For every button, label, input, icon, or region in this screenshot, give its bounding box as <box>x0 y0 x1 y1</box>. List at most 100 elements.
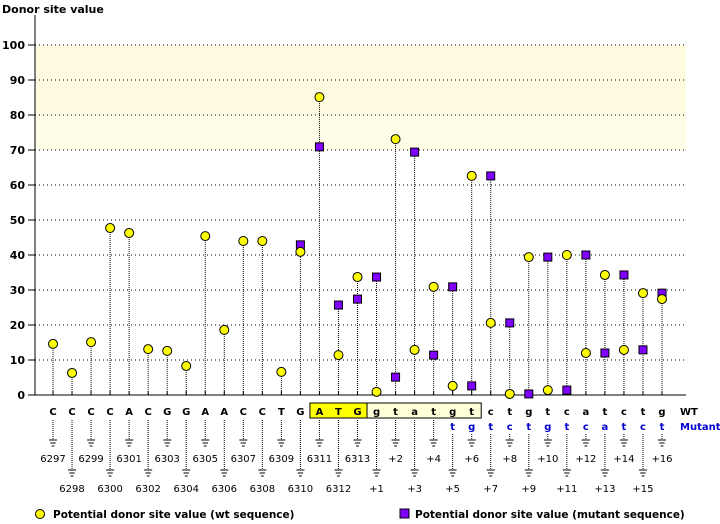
mutant-point <box>372 272 382 282</box>
wt-base: c <box>488 407 494 418</box>
position-label: 6308 <box>250 484 275 495</box>
wt-point <box>618 344 629 355</box>
mutant-base: t <box>450 422 455 433</box>
mutant-base: g <box>544 422 551 433</box>
wt-base: A <box>220 407 228 418</box>
position-label: 6305 <box>193 454 218 465</box>
position-label: +13 <box>594 484 615 495</box>
wt-point <box>657 294 667 305</box>
wt-point <box>466 170 477 181</box>
intron-box <box>366 402 482 419</box>
mutant-point <box>505 318 515 328</box>
position-label: +3 <box>407 484 422 495</box>
mutant-point <box>448 282 458 292</box>
mutant-point <box>486 171 496 181</box>
mutant-point <box>562 385 572 395</box>
mutant-point <box>410 147 420 157</box>
wt-base: G <box>353 407 361 418</box>
position-label: +15 <box>632 484 653 495</box>
wt-base: A <box>125 407 133 418</box>
position-label: 6310 <box>288 484 313 495</box>
wt-base: c <box>564 407 570 418</box>
mutant-base: c <box>640 422 646 433</box>
mutant-base: t <box>488 422 493 433</box>
position-label: 6297 <box>40 454 65 465</box>
y-tick-label: 70 <box>10 144 26 157</box>
wt-base: t <box>393 407 398 418</box>
wt-point <box>219 324 230 335</box>
y-axis: 0 10 20 30 40 50 60 70 80 90 100 <box>2 15 686 402</box>
mutant-point <box>333 300 343 310</box>
sequence-track: C 6297 C 6298 C 6299 C 6300 A 6301 C 6302 G 6303 G 6304… <box>40 402 720 495</box>
wt-point <box>48 338 58 349</box>
wt-base: C <box>68 407 75 418</box>
wt-point <box>143 344 154 355</box>
position-label: 6299 <box>78 454 103 465</box>
position-label: +14 <box>613 454 634 465</box>
wt-base: G <box>296 407 304 418</box>
wt-point <box>200 231 211 242</box>
mutant-row-label: Mutant <box>680 422 720 433</box>
wt-point <box>637 288 648 299</box>
y-tick-label: 0 <box>17 389 25 402</box>
mutant-base: t <box>564 422 569 433</box>
mutant-point <box>543 252 553 262</box>
position-label: +8 <box>502 454 517 465</box>
position-label: +11 <box>556 484 577 495</box>
wt-point <box>86 337 97 348</box>
y-tick-label: 40 <box>10 249 26 262</box>
wt-point <box>67 367 78 378</box>
position-label: 6298 <box>59 484 84 495</box>
position-label: +10 <box>537 454 558 465</box>
mutant-base: t <box>622 422 627 433</box>
position-label: 6304 <box>173 484 198 495</box>
mutant-point <box>600 348 610 358</box>
wt-base: C <box>240 407 247 418</box>
wt-point <box>523 252 534 263</box>
mutant-point <box>524 389 534 399</box>
position-label: 6307 <box>231 454 256 465</box>
position-label: 6312 <box>326 484 351 495</box>
wt-base: g <box>658 407 665 418</box>
wt-base: t <box>507 407 512 418</box>
position-label: 6306 <box>212 484 237 495</box>
wt-base: C <box>106 407 113 418</box>
wt-base: C <box>87 407 94 418</box>
wt-point <box>105 223 116 234</box>
position-label: +12 <box>575 454 596 465</box>
y-axis-label: Donor site value <box>2 3 104 16</box>
position-label: 6300 <box>97 484 122 495</box>
y-tick-label: 20 <box>10 319 26 332</box>
mutant-base: t <box>660 422 665 433</box>
position-label: 6302 <box>135 484 160 495</box>
wt-base: t <box>641 407 646 418</box>
wt-base: c <box>621 407 627 418</box>
wt-point <box>352 272 363 283</box>
wt-point <box>542 385 553 396</box>
gridlines <box>35 44 686 361</box>
wt-base: C <box>49 407 56 418</box>
position-label: +7 <box>483 484 498 495</box>
position-label: 6309 <box>269 454 294 465</box>
mutant-point <box>391 372 401 382</box>
y-tick-label: 30 <box>10 284 26 297</box>
wt-point <box>580 348 591 358</box>
position-label: +2 <box>388 454 403 465</box>
band-solid <box>35 45 686 115</box>
wt-point <box>333 350 344 361</box>
mutant-base: g <box>468 422 475 433</box>
position-label: 6301 <box>116 454 141 465</box>
wt-base: A <box>201 407 209 418</box>
y-tick-label: 10 <box>10 354 26 367</box>
position-label: 6303 <box>154 454 179 465</box>
y-tick-label: 80 <box>10 109 26 122</box>
wt-point <box>428 281 439 292</box>
position-label: +5 <box>445 484 460 495</box>
wt-base: t <box>545 407 550 418</box>
wt-point <box>371 386 382 397</box>
wt-base: g <box>449 407 456 418</box>
y-tick-label: 50 <box>10 214 26 227</box>
wt-point <box>561 250 572 260</box>
wt-row-label: WT <box>680 407 698 418</box>
